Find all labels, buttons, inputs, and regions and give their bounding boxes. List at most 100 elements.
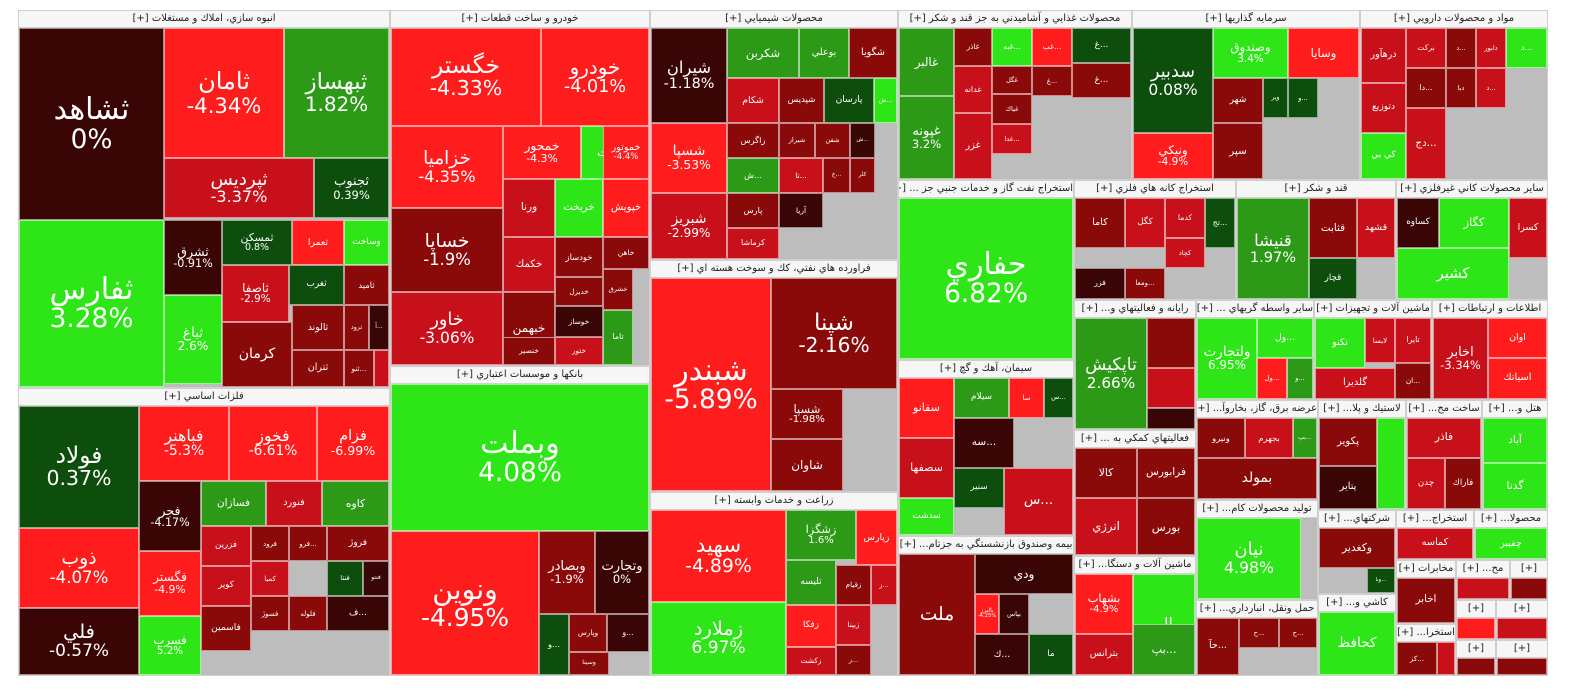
- stock-tile[interactable]: وپارس: [569, 614, 607, 652]
- stock-tile[interactable]: خوساز: [555, 306, 603, 337]
- sector-title[interactable]: [+]: [1511, 561, 1547, 578]
- stock-tile[interactable]: فزام -6.99%: [317, 406, 389, 481]
- sector-block[interactable]: محصولات شيميايي [+] شيران -1.18% شكربن بوعلي…: [650, 10, 898, 260]
- sector-title[interactable]: انبوه سازي، املاك و مستغلات [+]: [19, 11, 389, 28]
- stock-tile[interactable]: فجر -4.17%: [139, 481, 201, 551]
- stock-tile[interactable]: ثتران: [292, 350, 344, 387]
- sector-title[interactable]: خودرو و ساخت قطعات [+]: [391, 11, 649, 28]
- sector-title[interactable]: ماشين آلات و تجهيزات [+]: [1315, 301, 1431, 318]
- stock-tile[interactable]: فسازان: [201, 481, 266, 526]
- sector-block[interactable]: فعاليتهاي كمكي به ... [+] كالا فرابورس بورس…: [1074, 430, 1196, 556]
- stock-tile[interactable]: بترانس: [1075, 634, 1133, 675]
- stock-tile[interactable]: فرو...: [289, 526, 327, 561]
- stock-tile[interactable]: تاما: [603, 310, 633, 365]
- sector-title[interactable]: ماشين آلات و دستگا... [+]: [1075, 557, 1195, 574]
- stock-tile[interactable]: س...: [1004, 468, 1073, 535]
- sector-title[interactable]: رايانه و فعاليتهاي و... [+]: [1075, 301, 1195, 318]
- stock-tile[interactable]: تا...: [779, 158, 823, 193]
- stock-tile[interactable]: خنصير: [503, 337, 555, 365]
- stock-tile[interactable]: كوير: [201, 566, 251, 606]
- stock-tile[interactable]: ونيكي -4.9%: [1133, 133, 1213, 179]
- stock-tile[interactable]: فخوز -6.61%: [229, 406, 317, 481]
- stock-tile[interactable]: شفن: [815, 123, 850, 158]
- stock-tile[interactable]: حفاري 6.82%: [899, 198, 1073, 359]
- stock-tile[interactable]: چفيبر: [1475, 528, 1547, 559]
- stock-tile[interactable]: غالبر: [899, 28, 954, 96]
- stock-tile[interactable]: و...: [539, 614, 569, 675]
- stock-tile[interactable]: خودرو -4.01%: [541, 28, 649, 126]
- sector-title[interactable]: استخراج نفت گاز و خدمات جنبي جز ... [+]: [899, 181, 1073, 198]
- stock-tile[interactable]: سپر: [1213, 123, 1263, 179]
- stock-tile[interactable]: وساخت: [344, 220, 389, 265]
- stock-tile[interactable]: غدا...: [992, 124, 1032, 154]
- stock-tile[interactable]: بورس: [1137, 498, 1195, 555]
- stock-tile[interactable]: ثرود: [344, 305, 369, 350]
- stock-tile[interactable]: د...: [1506, 28, 1547, 68]
- stock-tile[interactable]: ورنا: [503, 179, 555, 237]
- stock-tile[interactable]: فسوژ: [251, 596, 289, 631]
- stock-tile[interactable]: فنورد: [266, 481, 322, 526]
- sector-title[interactable]: [+]: [1457, 601, 1495, 618]
- stock-tile[interactable]: ثجنوب 0.39%: [314, 158, 389, 218]
- stock-tile[interactable]: كسرا: [1509, 198, 1547, 258]
- stock-tile[interactable]: فولاد 0.37%: [19, 406, 139, 528]
- stock-tile[interactable]: ولتجارت 6.95%: [1197, 318, 1257, 399]
- stock-tile[interactable]: ونيرو: [1197, 418, 1245, 458]
- stock-tile[interactable]: خديزل: [555, 277, 603, 306]
- stock-tile[interactable]: ثپرديس -3.37%: [164, 158, 314, 218]
- stock-tile[interactable]: غگل: [992, 66, 1032, 94]
- stock-tile[interactable]: سقانو: [899, 378, 954, 438]
- stock-tile[interactable]: قچار: [1309, 258, 1357, 299]
- stock-tile[interactable]: فسرب 5.2%: [139, 616, 201, 675]
- sector-title[interactable]: بانكها و موسسات اعتباري [+]: [391, 367, 649, 384]
- stock-tile[interactable]: قشهد: [1357, 198, 1395, 258]
- stock-tile[interactable]: كگل: [1125, 198, 1165, 248]
- sector-block[interactable]: فراورده هاي نفتي، كك و سوخت هسته اي [+] ش…: [650, 260, 898, 492]
- stock-tile[interactable]: كالا: [1075, 448, 1137, 498]
- stock-tile[interactable]: نيان 4.98%: [1197, 518, 1301, 599]
- stock-tile[interactable]: خساپا -1.9%: [391, 208, 503, 292]
- stock-tile[interactable]: غياك: [992, 94, 1032, 124]
- sector-title[interactable]: محصولات غذايي و آشاميدني به جز قند و شكر…: [899, 11, 1131, 28]
- stock-tile[interactable]: فلوله: [289, 596, 327, 631]
- stock-tile[interactable]: وسايا: [1288, 28, 1359, 78]
- stock-tile[interactable]: كاما: [1075, 198, 1125, 248]
- stock-tile[interactable]: [1457, 618, 1495, 639]
- sector-title[interactable]: [+]: [1497, 601, 1547, 618]
- sector-block[interactable]: سيمان، آهك و گچ [+] سقانو سيلام سا س... سصفها…: [898, 360, 1074, 536]
- stock-tile[interactable]: پتاير: [1319, 466, 1377, 509]
- stock-tile[interactable]: ثالوند: [292, 305, 344, 350]
- stock-tile[interactable]: كلر: [850, 158, 875, 193]
- sector-title[interactable]: فعاليتهاي كمكي به ... [+]: [1075, 431, 1195, 448]
- stock-tile[interactable]: بركت: [1406, 28, 1446, 68]
- sector-title[interactable]: زراعت و خدمات وابسته [+]: [651, 493, 897, 510]
- sector-block[interactable]: رايانه و فعاليتهاي و... [+] تاپكيش 2.66%: [1074, 300, 1196, 430]
- stock-tile[interactable]: زبينا: [836, 605, 871, 645]
- stock-tile[interactable]: تليسه: [786, 560, 836, 605]
- stock-tile[interactable]: غاذر: [954, 28, 992, 66]
- stock-tile[interactable]: كماسه: [1397, 528, 1473, 559]
- stock-tile[interactable]: ثشرق -0.91%: [164, 220, 222, 295]
- stock-tile[interactable]: ز...: [836, 645, 871, 675]
- sector-title[interactable]: حمل ونقل، انبارداري... [+]: [1197, 601, 1317, 618]
- stock-tile[interactable]: زاگرس: [727, 123, 779, 158]
- stock-tile[interactable]: گدنا: [1483, 463, 1547, 509]
- sector-block[interactable]: شركتهاي... [+] وكغدير وبا...: [1318, 510, 1396, 594]
- sector-title[interactable]: استخرا... [+]: [1397, 625, 1455, 642]
- stock-tile[interactable]: ثباغ 2.6%: [164, 295, 222, 384]
- sector-block[interactable]: قند و شكر [+] قنيشا 1.97% قثابت قشهد قچار: [1236, 180, 1396, 300]
- stock-tile[interactable]: سدبير 0.08%: [1133, 28, 1213, 133]
- stock-tile[interactable]: [1497, 618, 1547, 639]
- stock-tile[interactable]: آ...: [369, 305, 389, 350]
- stock-tile[interactable]: دبا: [1446, 68, 1476, 108]
- stock-tile[interactable]: ختور: [555, 337, 603, 365]
- stock-tile[interactable]: دج...: [1406, 108, 1446, 179]
- sector-block[interactable]: استخراج... [+] كماسه: [1396, 510, 1474, 560]
- stock-tile[interactable]: [1437, 642, 1455, 675]
- stock-tile[interactable]: و...: [1287, 358, 1313, 399]
- stock-tile[interactable]: تاپكيش 2.66%: [1075, 318, 1147, 429]
- stock-tile[interactable]: كدما: [1165, 198, 1205, 238]
- stock-tile[interactable]: زشگزا 1.6%: [786, 510, 856, 560]
- stock-tile[interactable]: كرماشا: [727, 228, 779, 259]
- stock-tile[interactable]: شكربن: [727, 28, 799, 78]
